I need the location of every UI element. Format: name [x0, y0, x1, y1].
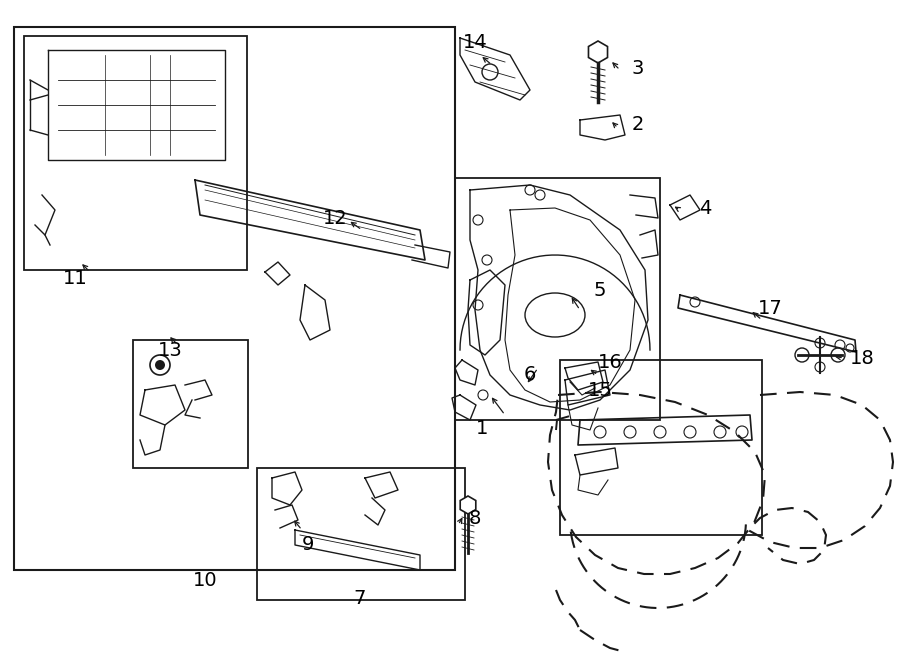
Circle shape	[525, 185, 535, 195]
Circle shape	[155, 360, 165, 370]
Bar	[24, 36, 247, 270]
Text: 15: 15	[588, 381, 612, 399]
Circle shape	[482, 255, 492, 265]
Circle shape	[835, 340, 845, 350]
Circle shape	[150, 355, 170, 375]
Text: 12: 12	[322, 208, 347, 227]
Circle shape	[535, 190, 545, 200]
Text: 11: 11	[63, 268, 87, 288]
Text: 17: 17	[758, 299, 782, 317]
Text: 3: 3	[632, 59, 644, 77]
Text: 8: 8	[469, 508, 482, 527]
Circle shape	[736, 426, 748, 438]
Text: 16: 16	[598, 352, 623, 371]
Circle shape	[815, 338, 825, 348]
Circle shape	[594, 426, 606, 438]
Text: 13: 13	[158, 340, 183, 360]
Circle shape	[815, 362, 825, 372]
Circle shape	[482, 64, 498, 80]
Circle shape	[624, 426, 636, 438]
Circle shape	[690, 297, 700, 307]
Text: 5: 5	[594, 280, 607, 299]
Circle shape	[714, 426, 726, 438]
Text: 7: 7	[354, 588, 366, 607]
Text: 9: 9	[302, 535, 314, 555]
Text: 2: 2	[632, 116, 644, 134]
Text: 18: 18	[850, 348, 875, 368]
Text: 10: 10	[193, 570, 217, 590]
Bar	[560, 360, 762, 535]
Circle shape	[654, 426, 666, 438]
Text: 6: 6	[524, 366, 536, 385]
Circle shape	[795, 348, 809, 362]
Circle shape	[846, 344, 854, 352]
Ellipse shape	[525, 293, 585, 337]
Circle shape	[478, 390, 488, 400]
Bar	[257, 468, 465, 600]
Text: 4: 4	[698, 198, 711, 217]
Circle shape	[473, 300, 483, 310]
Text: 14: 14	[463, 32, 488, 52]
Text: 1: 1	[476, 418, 488, 438]
Bar	[14, 27, 455, 570]
Circle shape	[684, 426, 696, 438]
Circle shape	[831, 348, 845, 362]
Circle shape	[473, 215, 483, 225]
Bar	[455, 178, 660, 420]
Bar	[133, 340, 248, 468]
